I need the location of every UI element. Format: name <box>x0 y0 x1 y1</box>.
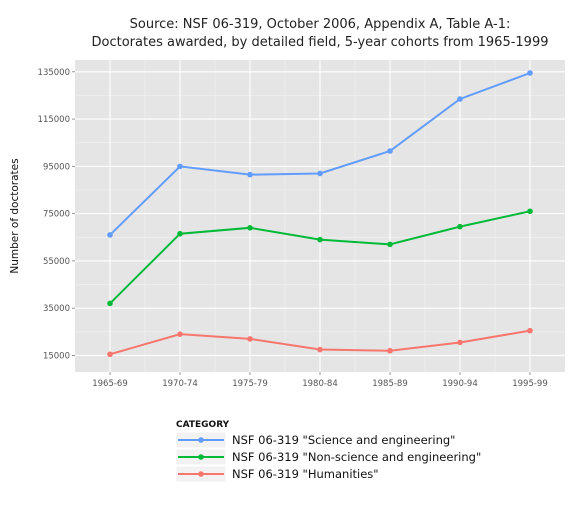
data-point <box>107 232 113 238</box>
series-layer <box>107 70 533 358</box>
data-point <box>527 327 533 334</box>
legend-label: NSF 06-319 "Non-science and engineering" <box>232 450 481 464</box>
data-point <box>177 163 183 170</box>
y-tick-label: 95000 <box>43 162 70 172</box>
legend-key-point <box>198 437 204 443</box>
y-tick-label: 75000 <box>43 210 70 220</box>
data-point <box>387 241 393 248</box>
chart-title: Source: NSF 06-319, October 2006, Append… <box>130 17 511 32</box>
x-tick-label: 1995-99 <box>512 379 548 389</box>
x-tick-label: 1975-79 <box>232 379 268 389</box>
data-point <box>387 148 393 154</box>
legend-key-point <box>198 454 204 460</box>
data-point <box>107 351 113 358</box>
data-point <box>387 347 393 354</box>
x-tick-label: 1985-89 <box>372 379 408 389</box>
data-point <box>177 230 183 237</box>
chart-subtitle: Doctorates awarded, by detailed field, 5… <box>92 35 549 50</box>
data-point <box>317 346 323 353</box>
data-point <box>317 170 323 177</box>
y-tick-label: 115000 <box>38 115 70 125</box>
data-point <box>457 339 463 346</box>
x-tick-label: 1965-69 <box>92 379 128 389</box>
y-axis-label: Number of doctorates <box>9 158 21 273</box>
x-tick-label: 1970-74 <box>162 379 198 389</box>
data-point <box>107 300 113 307</box>
series-group <box>107 208 533 307</box>
legend: CATEGORY NSF 06-319 "Science and enginee… <box>175 420 481 483</box>
axis-layer: 15000 35000 55000 75000 95000 115000 135000 196… <box>38 68 548 389</box>
data-point <box>247 225 253 231</box>
legend-key-point <box>198 471 204 477</box>
series-group <box>107 70 533 238</box>
y-tick-label: 55000 <box>43 257 70 267</box>
data-point <box>177 331 183 337</box>
legend-label: NSF 06-319 "Humanities" <box>232 467 379 481</box>
data-point <box>247 336 253 342</box>
data-point <box>247 171 253 178</box>
grid-layer <box>75 60 565 372</box>
y-tick-label: 135000 <box>38 68 70 78</box>
x-tick-label: 1980-84 <box>302 379 338 389</box>
series-group <box>107 327 533 358</box>
y-tick-label: 15000 <box>43 351 70 361</box>
legend-label: NSF 06-319 "Science and engineering" <box>232 433 455 447</box>
data-point <box>457 223 463 230</box>
data-point <box>457 96 463 102</box>
data-point <box>527 70 533 76</box>
data-point <box>527 208 533 215</box>
y-tick-label: 35000 <box>43 304 70 314</box>
legend-title: CATEGORY <box>176 420 230 430</box>
data-point <box>317 236 323 243</box>
x-tick-label: 1990-94 <box>442 379 478 389</box>
